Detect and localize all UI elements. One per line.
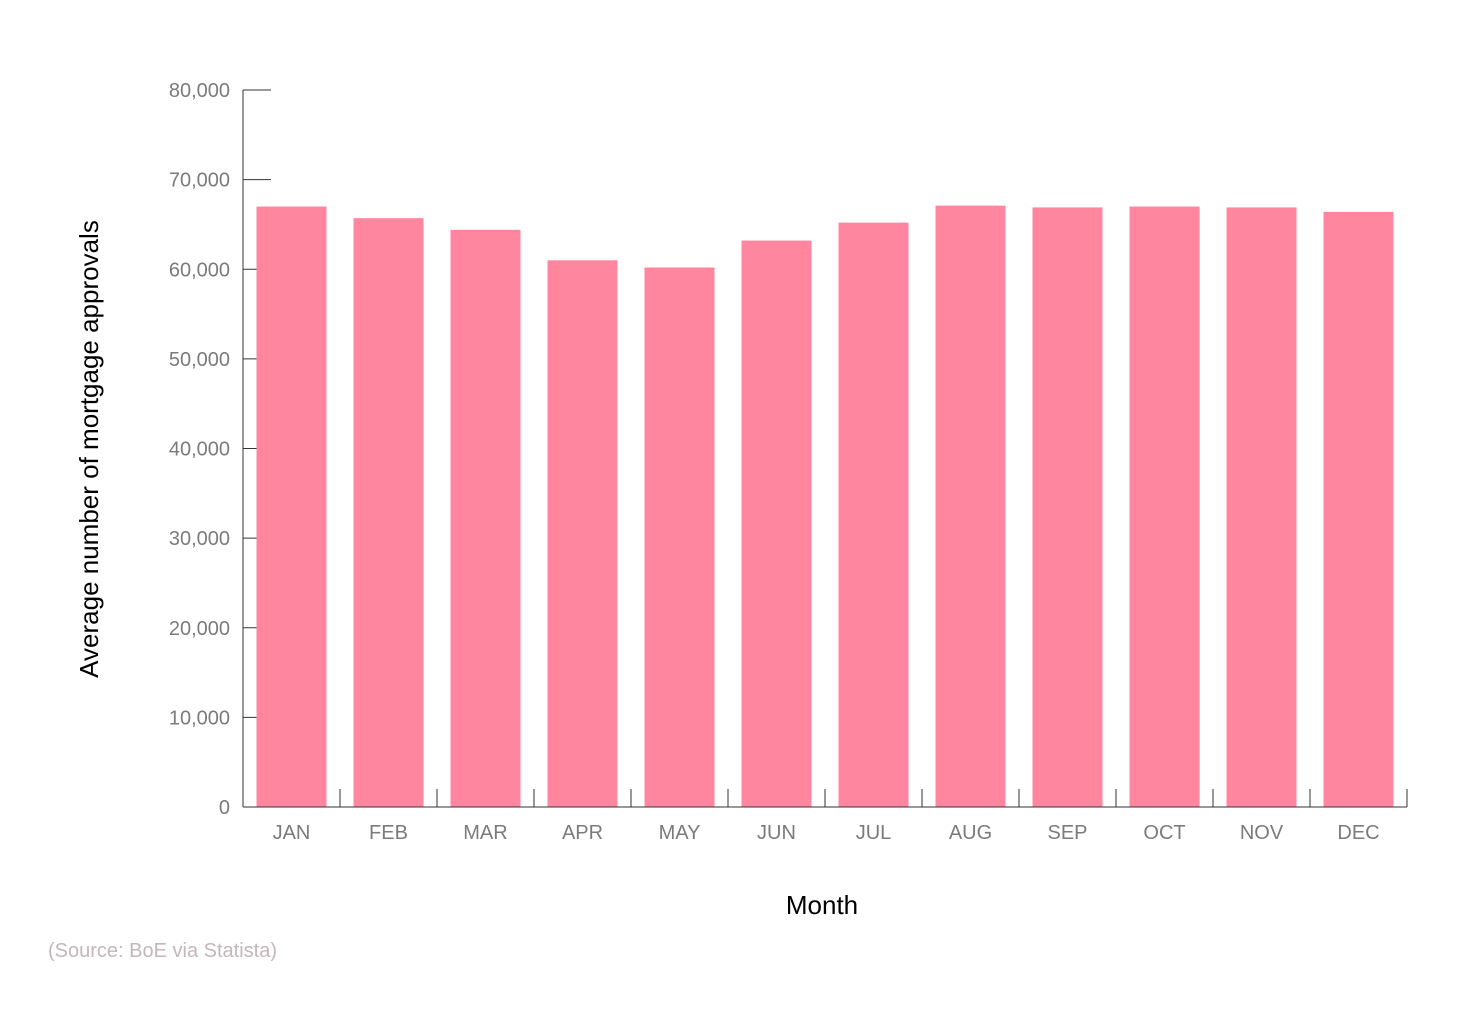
y-tick-label: 40,000 — [169, 439, 230, 461]
x-tick-label: SEP — [1047, 822, 1087, 844]
y-tick-label: 80,000 — [169, 80, 230, 102]
bar-may — [644, 267, 715, 807]
x-tick-label: JAN — [273, 822, 311, 844]
y-tick-label: 20,000 — [169, 618, 230, 640]
bar-feb — [353, 218, 424, 807]
bar-jan — [256, 206, 327, 807]
y-tick-label: 0 — [219, 797, 230, 819]
y-tick-label: 70,000 — [169, 170, 230, 192]
x-axis-ticks: JAN FEB MAR APR MAY JUN JUL AUG SEP OCT NOV DEC — [273, 789, 1408, 844]
x-tick-label: NOV — [1240, 822, 1284, 844]
x-tick-label: JUN — [757, 822, 796, 844]
bar-oct — [1129, 206, 1200, 807]
y-tick-label: 10,000 — [169, 707, 230, 729]
bar-jul — [838, 222, 909, 807]
source-note: (Source: BoE via Statista) — [48, 940, 277, 962]
x-tick-label: DEC — [1337, 822, 1379, 844]
bar-nov — [1226, 207, 1297, 807]
x-tick-label: APR — [562, 822, 603, 844]
bars — [256, 205, 1394, 808]
x-tick-label: MAY — [659, 822, 701, 844]
x-axis-title: Month — [786, 890, 858, 920]
bar-aug — [935, 205, 1006, 807]
x-tick-label: MAR — [463, 822, 507, 844]
x-tick-label: AUG — [949, 822, 992, 844]
x-tick-label: JUL — [856, 822, 892, 844]
y-axis-ticks: 0 10,000 20,000 30,000 40,000 50,000 60,000 70,… — [169, 80, 271, 819]
x-tick-label: OCT — [1143, 822, 1185, 844]
y-axis-title: Average number of mortgage approvals — [74, 220, 104, 678]
bar-jun — [741, 240, 812, 807]
bar-apr — [547, 260, 618, 808]
bar-mar — [450, 229, 521, 807]
y-tick-label: 60,000 — [169, 259, 230, 281]
y-tick-label: 50,000 — [169, 349, 230, 371]
bar-dec — [1323, 211, 1394, 807]
y-tick-label: 30,000 — [169, 528, 230, 550]
x-tick-label: FEB — [369, 822, 408, 844]
bar-sep — [1032, 207, 1103, 807]
